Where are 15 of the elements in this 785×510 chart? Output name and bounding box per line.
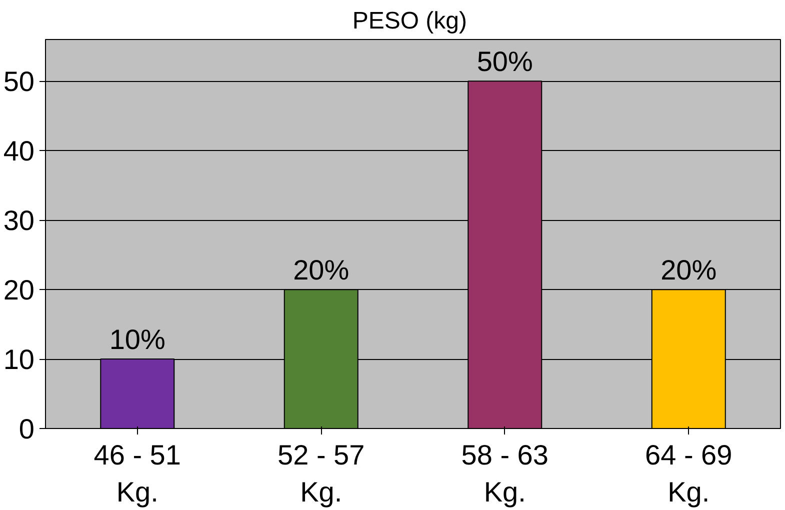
data-label: 50% (476, 46, 533, 78)
data-label: 20% (293, 254, 350, 286)
x-tick-label: 58 - 63 Kg. (461, 440, 548, 508)
x-tick-label: 46 - 51 Kg. (94, 440, 181, 508)
x-tick-label: 52 - 57 Kg. (278, 440, 365, 508)
y-tick-label: 0 (18, 414, 35, 444)
y-tick-label: 10 (3, 344, 35, 376)
y-tick-label: 40 (3, 136, 35, 167)
chart-title: PESO (kg) (352, 8, 468, 34)
x-tick-label: 64 - 69 Kg. (645, 440, 732, 508)
data-label: 20% (660, 254, 717, 286)
y-tick-label: 50 (3, 66, 35, 98)
data-label: 10% (109, 324, 166, 356)
y-tick-label: 20 (3, 274, 35, 306)
y-tick-label: 30 (3, 205, 35, 236)
